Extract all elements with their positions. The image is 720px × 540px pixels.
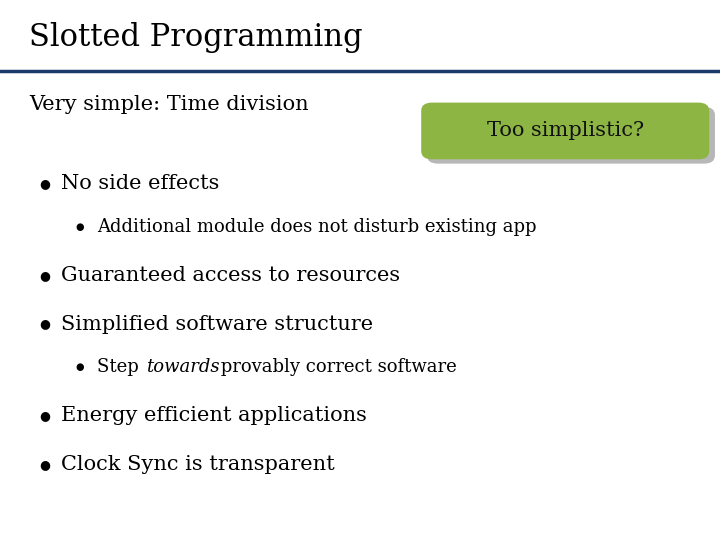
Text: ●: ● [76, 362, 84, 372]
Text: Slotted Programming: Slotted Programming [29, 22, 362, 52]
Text: ●: ● [76, 222, 84, 232]
Text: Too simplistic?: Too simplistic? [487, 121, 644, 140]
FancyBboxPatch shape [421, 103, 709, 159]
Text: ●: ● [40, 177, 50, 190]
Text: Guaranteed access to resources: Guaranteed access to resources [61, 266, 400, 285]
Text: Simplified software structure: Simplified software structure [61, 314, 374, 334]
Text: ●: ● [40, 318, 50, 330]
Text: Very simple: Time division: Very simple: Time division [29, 94, 308, 113]
Text: ●: ● [40, 458, 50, 471]
Text: ●: ● [40, 409, 50, 422]
Text: Additional module does not disturb existing app: Additional module does not disturb exist… [97, 218, 536, 236]
Text: ●: ● [40, 269, 50, 282]
Text: No side effects: No side effects [61, 174, 220, 193]
Text: Step: Step [97, 358, 145, 376]
FancyBboxPatch shape [427, 107, 715, 164]
Text: Clock Sync is transparent: Clock Sync is transparent [61, 455, 335, 474]
Text: towards: towards [146, 358, 220, 376]
Text: provably correct software: provably correct software [215, 358, 457, 376]
Text: Energy efficient applications: Energy efficient applications [61, 406, 367, 426]
